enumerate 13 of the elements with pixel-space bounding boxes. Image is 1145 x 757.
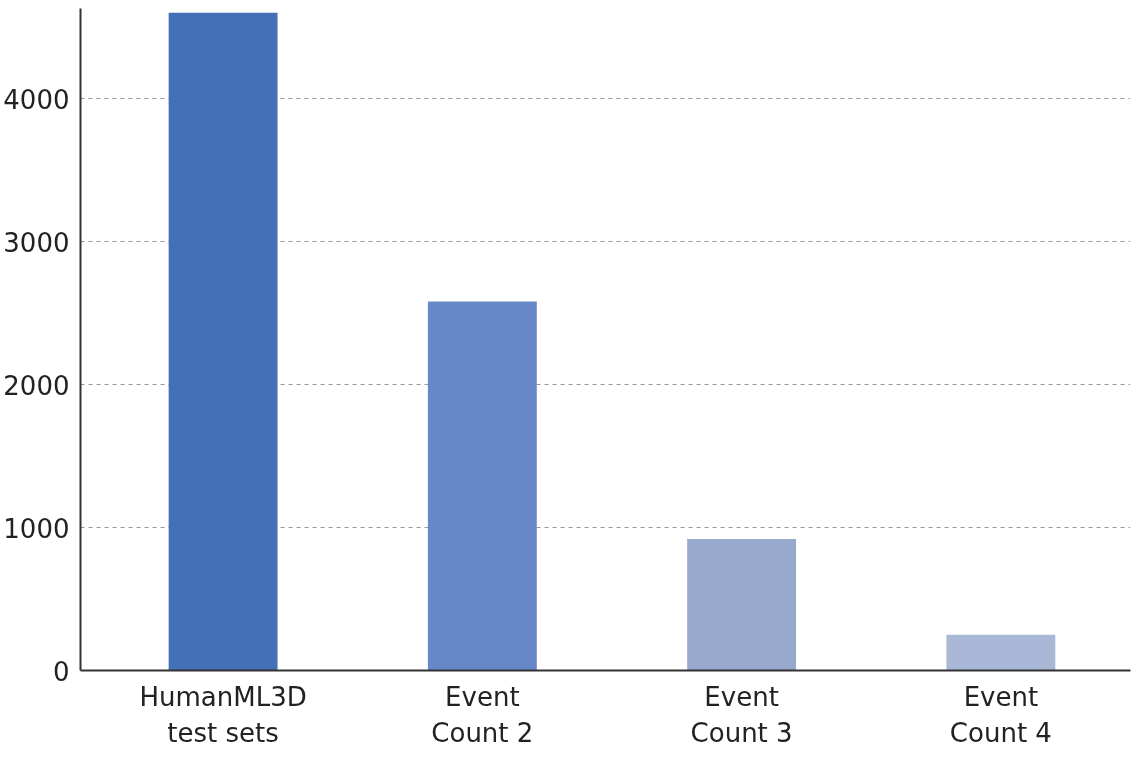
bar — [168, 12, 278, 671]
x-tick-label: Event Count 4 — [949, 681, 1052, 748]
bar — [687, 538, 797, 671]
y-tick-label: 4000 — [3, 84, 70, 115]
y-tick-label: 3000 — [3, 227, 70, 258]
x-tick-label: HumanML3D test sets — [139, 681, 307, 748]
x-tick-label: Event Count 3 — [690, 681, 793, 748]
y-tick-label: 0 — [52, 656, 70, 687]
x-tick-label: Event Count 2 — [431, 681, 534, 748]
bar — [946, 634, 1056, 671]
y-tick-label: 1000 — [3, 513, 70, 544]
bar — [427, 301, 537, 671]
y-tick-label: 2000 — [3, 370, 70, 401]
